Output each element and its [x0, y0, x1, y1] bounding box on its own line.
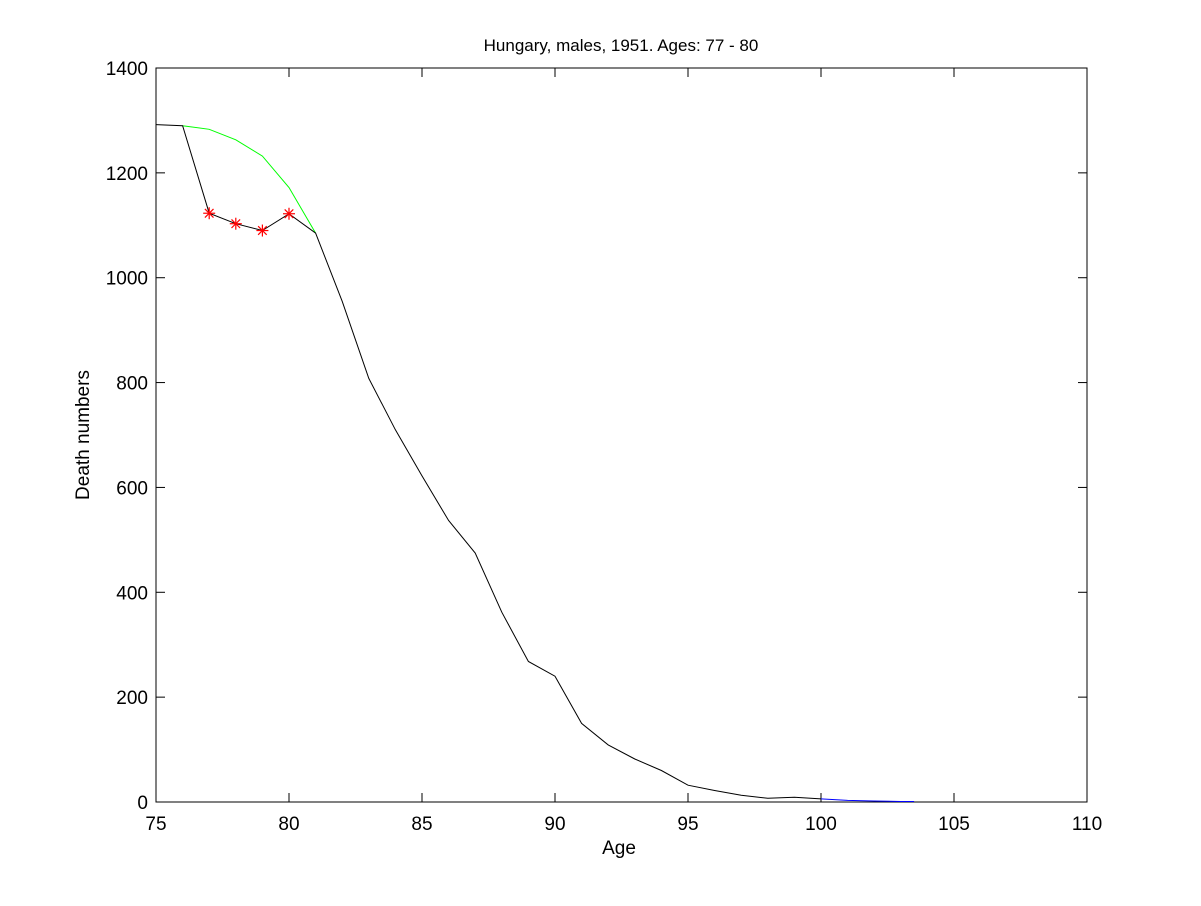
data-point-marker — [203, 207, 216, 220]
x-tick-label: 110 — [1072, 814, 1102, 835]
y-tick-label: 600 — [116, 478, 148, 499]
x-tick-label: 100 — [805, 814, 837, 835]
y-tick-label: 1000 — [106, 269, 148, 290]
y-axis-label: Death numbers — [73, 370, 94, 500]
y-tick-label: 400 — [116, 583, 148, 604]
chart-title: Hungary, males, 1951. Ages: 77 - 80 — [484, 36, 759, 55]
y-tick-label: 0 — [137, 793, 148, 814]
x-tick-label: 95 — [677, 814, 698, 835]
x-axis-label: Age — [602, 838, 636, 859]
x-tick-label: 75 — [145, 814, 166, 835]
series-layer — [155, 124, 915, 802]
y-tick-label: 800 — [116, 374, 148, 395]
y-tick-label: 1200 — [106, 164, 148, 185]
series-line-1 — [155, 124, 822, 800]
x-tick-label: 80 — [278, 814, 299, 835]
y-tick-label: 1400 — [106, 59, 148, 80]
plot-frame — [155, 67, 1088, 803]
x-tick-label: 105 — [938, 814, 970, 835]
data-point-marker — [283, 207, 295, 220]
data-point-marker — [229, 217, 242, 230]
y-tick-label: 200 — [116, 688, 148, 709]
x-tick-label: 85 — [411, 814, 432, 835]
series-line-0 — [182, 125, 317, 234]
axis-ticks: 75 80 85 90 95 100 105 110 0 200 400 600 800 1000 1200… — [106, 59, 1102, 835]
data-point-marker — [256, 224, 269, 237]
x-tick-label: 90 — [544, 814, 565, 835]
series-line-2 — [820, 798, 915, 802]
